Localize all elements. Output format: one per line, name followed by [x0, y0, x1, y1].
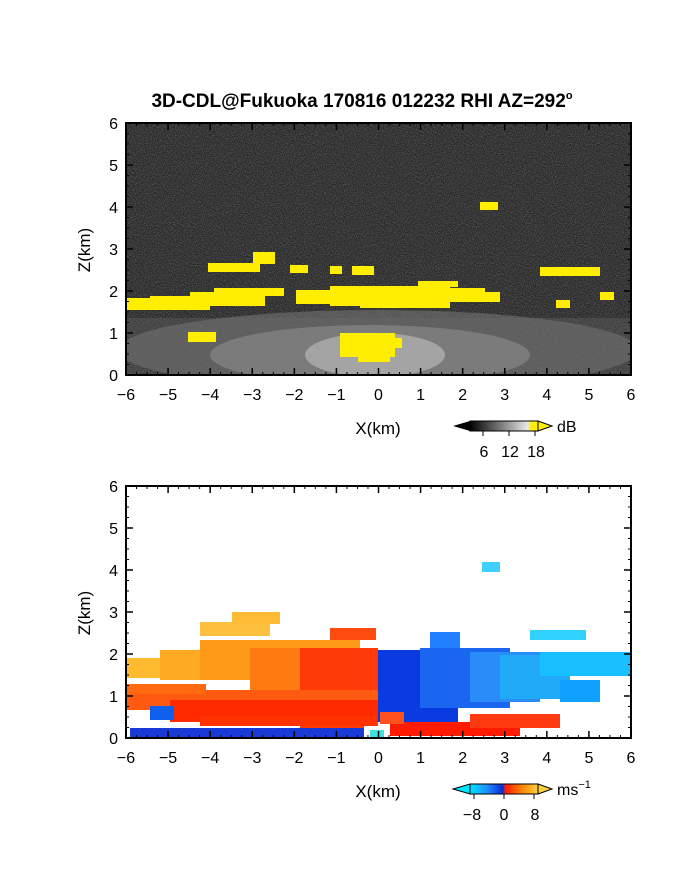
x-tick-label: 4	[542, 387, 551, 404]
x-tick-label: 6	[627, 750, 636, 767]
x-tick-label: −4	[201, 750, 219, 767]
x-tick-label: 2	[458, 750, 467, 767]
y-tick-label: 3	[109, 242, 118, 259]
cloud-yellow-returns	[126, 202, 614, 362]
velocity-colorbar: −8 0 8 ms−1	[451, 779, 591, 824]
x-tick-label: 4	[542, 750, 551, 767]
y-tick-label: 0	[109, 731, 118, 748]
x-tick-label: −3	[243, 750, 261, 767]
x-tick-label: −5	[159, 750, 177, 767]
x-tick-label: −1	[327, 387, 345, 404]
y-tick-label: 4	[109, 200, 118, 217]
x-tick-label: −4	[201, 387, 219, 404]
velocity-xlabel: X(km)	[355, 782, 400, 801]
x-tick-label: 5	[584, 750, 593, 767]
x-tick-label: 0	[374, 387, 383, 404]
y-tick-label: 2	[109, 647, 118, 664]
velocity-colorbar-tick: 8	[531, 807, 540, 824]
reflectivity-colorbar-unit: dB	[557, 419, 577, 436]
velocity-ylabel: Z(km)	[75, 591, 94, 635]
x-tick-label: −1	[327, 750, 345, 767]
x-tick-label: −3	[243, 387, 261, 404]
x-tick-label: 3	[500, 750, 509, 767]
receding-flow	[126, 612, 380, 730]
x-tick-label: −2	[285, 750, 303, 767]
approaching-flow	[130, 562, 631, 738]
reflectivity-xlabel: X(km)	[355, 419, 400, 438]
y-tick-label: 6	[109, 479, 118, 496]
y-tick-label: 6	[109, 116, 118, 133]
x-tick-label: −6	[117, 387, 135, 404]
x-tick-label: −5	[159, 387, 177, 404]
x-tick-label: 1	[416, 750, 425, 767]
y-tick-label: 1	[109, 689, 118, 706]
reflectivity-colorbar-tick: 18	[527, 444, 545, 461]
reflectivity-ylabel: Z(km)	[75, 228, 94, 272]
reflectivity-field	[126, 123, 631, 375]
reflectivity-colorbar-tick: 12	[501, 444, 519, 461]
x-tick-label: 6	[627, 387, 636, 404]
y-tick-label: 3	[109, 605, 118, 622]
y-tick-label: 4	[109, 563, 118, 580]
x-tick-label: 3	[500, 387, 509, 404]
reflectivity-ticks: −6 −5 −4 −3 −2 −1 0 1 2 3 4 5 6 0 1 2 3 4 5 6	[109, 116, 635, 404]
velocity-ticks: −6 −5 −4 −3 −2 −1 0 1 2 3 4 5 6 0 1 2 3 4 5 6	[109, 479, 635, 767]
velocity-colorbar-tick: 0	[500, 807, 509, 824]
y-tick-label: 5	[109, 158, 118, 175]
velocity-panel: −6 −5 −4 −3 −2 −1 0 1 2 3 4 5 6 0 1 2 3 4 5 6 X(km) Z(km) −…	[75, 479, 636, 824]
velocity-colorbar-tick: −8	[463, 807, 481, 824]
y-tick-label: 2	[109, 284, 118, 301]
x-tick-label: −6	[117, 750, 135, 767]
x-tick-label: 5	[584, 387, 593, 404]
near-surface-return-flow	[364, 712, 560, 738]
velocity-colorbar-unit: ms−1	[557, 779, 591, 799]
y-tick-label: 0	[109, 368, 118, 385]
velocity-field	[126, 486, 631, 738]
reflectivity-colorbar-tick: 6	[480, 444, 489, 461]
reflectivity-colorbar: 6 12 18 dB	[453, 419, 577, 461]
x-tick-label: 0	[374, 750, 383, 767]
figure-title: 3D-CDL@Fukuoka 170816 012232 RHI AZ=292o	[151, 90, 572, 112]
x-tick-label: 1	[416, 387, 425, 404]
x-tick-label: −2	[285, 387, 303, 404]
y-tick-label: 5	[109, 521, 118, 538]
x-tick-label: 2	[458, 387, 467, 404]
y-tick-label: 1	[109, 326, 118, 343]
